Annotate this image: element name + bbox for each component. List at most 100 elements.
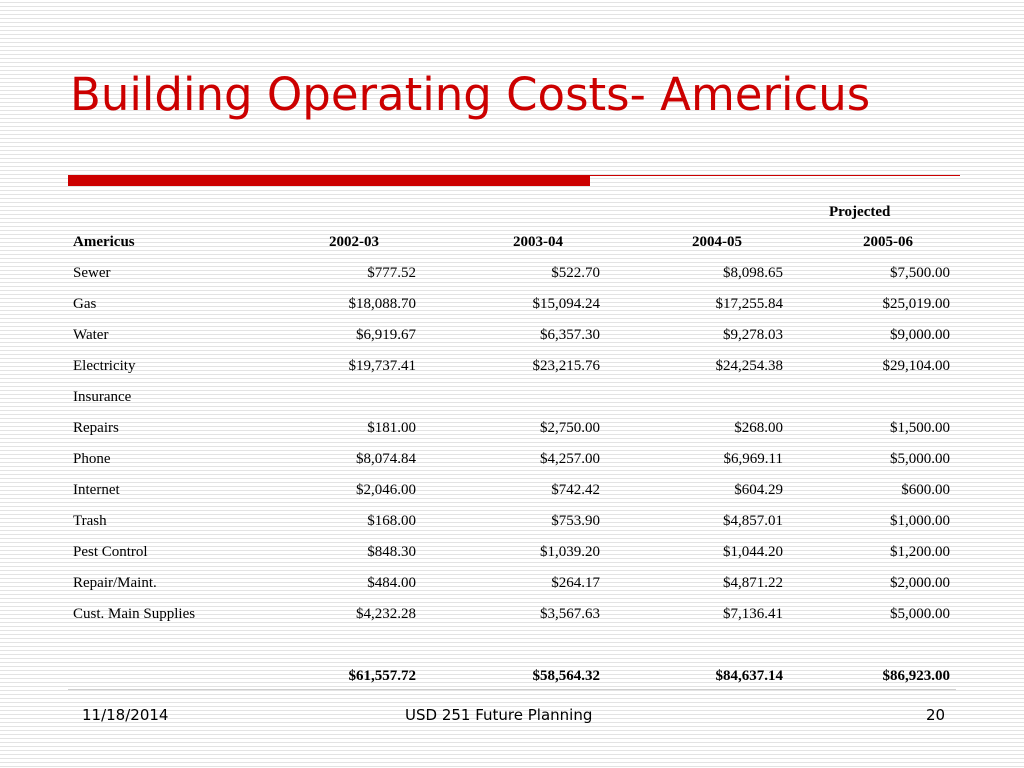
- row-label: Electricity: [73, 358, 136, 374]
- value-cell: $753.90: [551, 513, 600, 529]
- row-label: Internet: [73, 482, 120, 498]
- value-cell: $29,104.00: [882, 358, 951, 374]
- value-cell: $1,044.20: [723, 544, 783, 560]
- table-row: Repairs $181.00 $2,750.00 $268.00 $1,500.00: [68, 413, 956, 444]
- header-cell: 2003-04: [513, 234, 563, 250]
- value-cell: $3,567.63: [540, 606, 600, 622]
- spacer-row: [68, 630, 956, 661]
- value-cell: $4,871.22: [723, 575, 783, 591]
- table-row: Cust. Main Supplies $4,232.28 $3,567.63 $7,…: [68, 599, 956, 630]
- value-cell: $264.17: [551, 575, 600, 591]
- row-label: Sewer: [73, 265, 111, 281]
- value-cell: $7,136.41: [723, 606, 783, 622]
- value-cell: [600, 382, 783, 413]
- value-cell: $19,737.41: [348, 358, 417, 374]
- value-cell: $5,000.00: [890, 606, 950, 622]
- value-cell: $4,257.00: [540, 451, 600, 467]
- row-label: Gas: [73, 296, 97, 312]
- value-cell: $25,019.00: [882, 296, 951, 312]
- value-cell: $2,750.00: [540, 420, 600, 436]
- table-row: Gas $18,088.70 $15,094.24 $17,255.84 $25,019…: [68, 289, 956, 320]
- value-cell: $484.00: [367, 575, 416, 591]
- value-cell: $268.00: [734, 420, 783, 436]
- value-cell: $23,215.76: [532, 358, 601, 374]
- value-cell: $522.70: [551, 265, 600, 281]
- empty-cell: [68, 630, 283, 661]
- footer-divider: [68, 689, 956, 690]
- value-cell: $7,500.00: [890, 265, 950, 281]
- value-cell: $15,094.24: [532, 296, 601, 312]
- value-cell: $2,000.00: [890, 575, 950, 591]
- empty-cell: [600, 630, 783, 661]
- value-cell: $17,255.84: [715, 296, 784, 312]
- value-cell: $6,919.67: [356, 327, 416, 343]
- total-value: $61,557.72: [348, 668, 417, 684]
- value-cell: $5,000.00: [890, 451, 950, 467]
- value-cell: $8,074.84: [356, 451, 416, 467]
- table-row: Sewer $777.52 $522.70 $8,098.65 $7,500.00: [68, 258, 956, 289]
- projected-row: Projected: [68, 198, 956, 227]
- operating-costs-table: Projected Americus 2002-03 2003-04 2004-…: [68, 198, 956, 692]
- value-cell: $1,500.00: [890, 420, 950, 436]
- row-label: Water: [73, 327, 109, 343]
- totals-label-cell: [68, 661, 283, 692]
- value-cell: $6,357.30: [540, 327, 600, 343]
- value-cell: $6,969.11: [723, 451, 783, 467]
- totals-row: $61,557.72 $58,564.32 $84,637.14 $86,923.00: [68, 661, 956, 692]
- value-cell: $848.30: [367, 544, 416, 560]
- value-cell: $18,088.70: [348, 296, 417, 312]
- row-label: Insurance: [73, 389, 132, 405]
- header-cell: 2004-05: [692, 234, 742, 250]
- value-cell: $168.00: [367, 513, 416, 529]
- value-cell: $2,046.00: [356, 482, 416, 498]
- table-row: Pest Control $848.30 $1,039.20 $1,044.20 $1,…: [68, 537, 956, 568]
- value-cell: $9,278.03: [723, 327, 783, 343]
- row-label: Cust. Main Supplies: [73, 606, 196, 622]
- value-cell: $742.42: [551, 482, 600, 498]
- table-row: Phone $8,074.84 $4,257.00 $6,969.11 $5,000.0…: [68, 444, 956, 475]
- value-cell: $1,200.00: [890, 544, 950, 560]
- footer-title: USD 251 Future Planning: [405, 706, 593, 724]
- title-underline-thick: [68, 175, 590, 186]
- total-value: $86,923.00: [882, 668, 951, 684]
- value-cell: [283, 382, 416, 413]
- row-label: Trash: [73, 513, 107, 529]
- value-cell: $604.29: [734, 482, 783, 498]
- value-cell: $1,039.20: [540, 544, 600, 560]
- table-row: Trash $168.00 $753.90 $4,857.01 $1,000.00: [68, 506, 956, 537]
- row-label: Pest Control: [73, 544, 148, 560]
- row-label: Phone: [73, 451, 111, 467]
- value-cell: $24,254.38: [715, 358, 784, 374]
- footer-page-number: 20: [926, 706, 946, 724]
- header-cell: 2005-06: [863, 234, 913, 250]
- slide-title: Building Operating Costs- Americus: [70, 68, 871, 121]
- title-underline-thin: [590, 175, 960, 176]
- empty-cell: [416, 630, 600, 661]
- header-cell: Americus: [73, 234, 135, 250]
- value-cell: [783, 382, 956, 413]
- table-row: Insurance: [68, 382, 956, 413]
- total-value: $58,564.32: [532, 668, 601, 684]
- value-cell: $600.00: [901, 482, 950, 498]
- header-cell: 2002-03: [329, 234, 379, 250]
- table-row: Water $6,919.67 $6,357.30 $9,278.03 $9,000.0…: [68, 320, 956, 351]
- empty-cell: [283, 630, 416, 661]
- total-value: $84,637.14: [715, 668, 784, 684]
- value-cell: $777.52: [367, 265, 416, 281]
- value-cell: $8,098.65: [723, 265, 783, 281]
- value-cell: [416, 382, 600, 413]
- value-cell: $4,232.28: [356, 606, 416, 622]
- empty-cell: [783, 630, 956, 661]
- table-row: Internet $2,046.00 $742.42 $604.29 $600.00: [68, 475, 956, 506]
- header-row: Americus 2002-03 2003-04 2004-05 2005-06: [68, 227, 956, 258]
- value-cell: $1,000.00: [890, 513, 950, 529]
- table-row: Electricity $19,737.41 $23,215.76 $24,254.3…: [68, 351, 956, 382]
- footer-date: 11/18/2014: [82, 706, 169, 724]
- value-cell: $181.00: [367, 420, 416, 436]
- value-cell: $9,000.00: [890, 327, 950, 343]
- table-row: Repair/Maint. $484.00 $264.17 $4,871.22 $2,0…: [68, 568, 956, 599]
- projected-label: Projected: [829, 204, 891, 220]
- value-cell: $4,857.01: [723, 513, 783, 529]
- row-label: Repair/Maint.: [73, 575, 157, 591]
- row-label: Repairs: [73, 420, 119, 436]
